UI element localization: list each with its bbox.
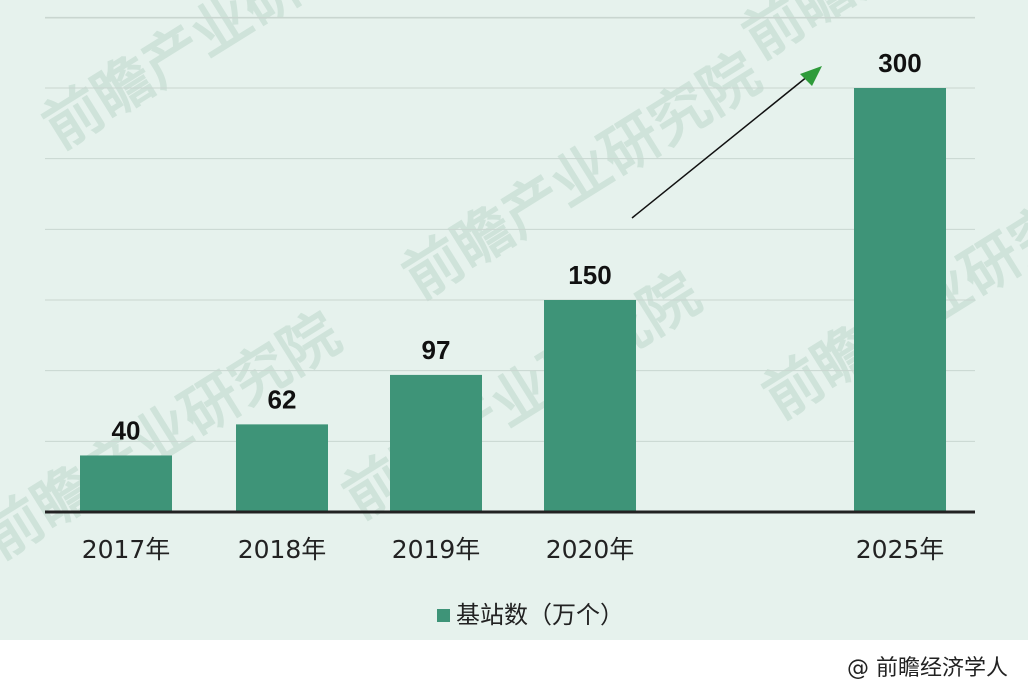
data-label: 62 [268, 384, 297, 414]
x-tick-label: 2017年 [82, 535, 171, 564]
bar-chart: 前瞻产业研究院前瞻产业研究院前瞻产业研究院前瞻产业研究院前瞻产业研究院前瞻产业研… [0, 0, 1028, 629]
x-tick-label: 2019年 [392, 535, 481, 564]
footer-bar: @ 前瞻经济学人 [0, 640, 1028, 688]
arrow-shaft [631, 75, 809, 219]
data-label: 150 [568, 260, 611, 290]
data-label: 300 [878, 48, 921, 78]
bar [854, 88, 946, 512]
bar [80, 455, 172, 512]
bar [390, 374, 482, 512]
arrow-head [800, 66, 822, 86]
data-label: 40 [112, 415, 141, 445]
grid-lines [45, 16, 975, 442]
x-tick-label: 2020年 [546, 535, 635, 564]
x-tick-labels-group: 2017年 2018年 2019年 2020年 2025年 [82, 535, 945, 564]
x-tick-label: 2018年 [238, 535, 327, 564]
data-label: 97 [422, 335, 451, 365]
watermark-text: 前瞻产业研究院 [31, 0, 411, 162]
value-labels-group: 40 62 97 150 300 [112, 48, 922, 445]
bar [544, 300, 636, 512]
legend-swatch [437, 609, 450, 622]
bar [236, 424, 328, 512]
trend-arrow [631, 66, 822, 219]
x-tick-label: 2025年 [856, 535, 945, 564]
footer-credit: @ 前瞻经济学人 [847, 656, 1008, 681]
legend-label: 基站数（万个） [456, 601, 624, 629]
legend: 基站数（万个） [437, 601, 624, 629]
bars-group [80, 88, 946, 512]
